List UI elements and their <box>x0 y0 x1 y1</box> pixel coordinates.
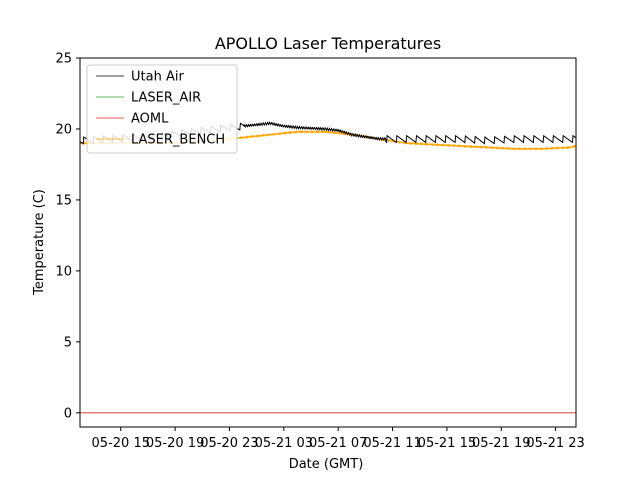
legend-entries: Utah Air LASER_AIR AOML LASER_BENCH <box>96 70 225 148</box>
legend-label-utah-air: Utah Air <box>131 70 184 85</box>
y-tick-label: 25 <box>55 52 72 67</box>
x-tick-label: 05-20 19 <box>146 436 204 451</box>
y-tick-label: 5 <box>64 335 72 350</box>
x-tick-label: 05-20 15 <box>92 436 150 451</box>
legend: Utah Air LASER_AIR AOML LASER_BENCH <box>86 64 238 154</box>
y-tick-label: 10 <box>55 264 72 279</box>
x-tick-label: 05-21 23 <box>526 436 584 451</box>
y-axis: 0 5 10 15 20 25 <box>55 52 80 421</box>
chart-title: APOLLO Laser Temperatures <box>215 34 441 53</box>
y-tick-label: 15 <box>55 193 72 208</box>
y-tick-label: 20 <box>55 122 72 137</box>
y-tick-label: 0 <box>64 406 72 421</box>
x-tick-label: 05-21 11 <box>363 436 421 451</box>
plot-frame <box>79 57 577 428</box>
x-tick-label: 05-21 15 <box>418 436 476 451</box>
x-tick-label: 05-20 23 <box>200 436 258 451</box>
x-tick-label: 05-21 07 <box>309 436 367 451</box>
legend-label-laser-air: LASER_AIR <box>131 91 201 106</box>
x-tick-label: 05-21 03 <box>255 436 313 451</box>
legend-label-aoml: AOML <box>131 112 169 127</box>
y-axis-label: Temperature (C) <box>32 189 47 296</box>
legend-label-laser-bench: LASER_BENCH <box>131 133 225 148</box>
x-tick-label: 05-21 19 <box>472 436 530 451</box>
legend-box <box>86 64 238 154</box>
x-axis-label: Date (GMT) <box>289 457 364 472</box>
